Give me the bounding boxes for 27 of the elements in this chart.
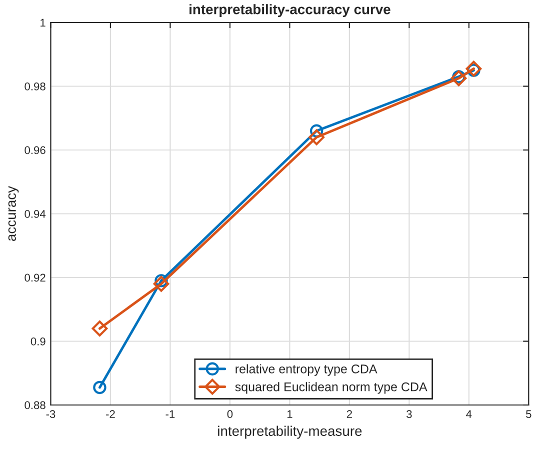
x-axis-title: interpretability-measure [218,426,362,439]
chart-title: interpretability-accuracy curve [190,4,390,18]
x-tick-label: -3 [46,410,56,418]
legend-label: squared Euclidean norm type CDA [235,382,428,394]
point [308,129,324,146]
x-tick-label: 3 [406,410,412,418]
legend-label: relative entropy type CDA [236,364,378,376]
point [450,70,467,86]
y-tick-label: 0.92 [24,274,46,282]
x-tick-label: -1 [166,410,175,418]
x-tick-label: -2 [106,410,115,418]
x-tick-label: 5 [526,410,532,418]
point [153,276,170,292]
point [92,320,108,336]
x-tick-label: 2 [346,410,352,418]
x-tick-label: 4 [466,410,472,418]
y-tick-label: 0.96 [24,146,46,154]
y-tick-label: 0.9 [30,338,46,346]
x-tick-label: 0 [227,410,233,418]
y-tick-label: 0.98 [24,82,46,90]
y-tick-label: 0.94 [24,210,46,218]
y-tick-label: 0.88 [24,401,46,410]
x-tick-label: 1 [287,410,292,418]
point [93,380,106,394]
point [466,60,482,77]
y-tick-label: 1 [40,18,46,27]
y-axis-title: accuracy [8,186,19,241]
